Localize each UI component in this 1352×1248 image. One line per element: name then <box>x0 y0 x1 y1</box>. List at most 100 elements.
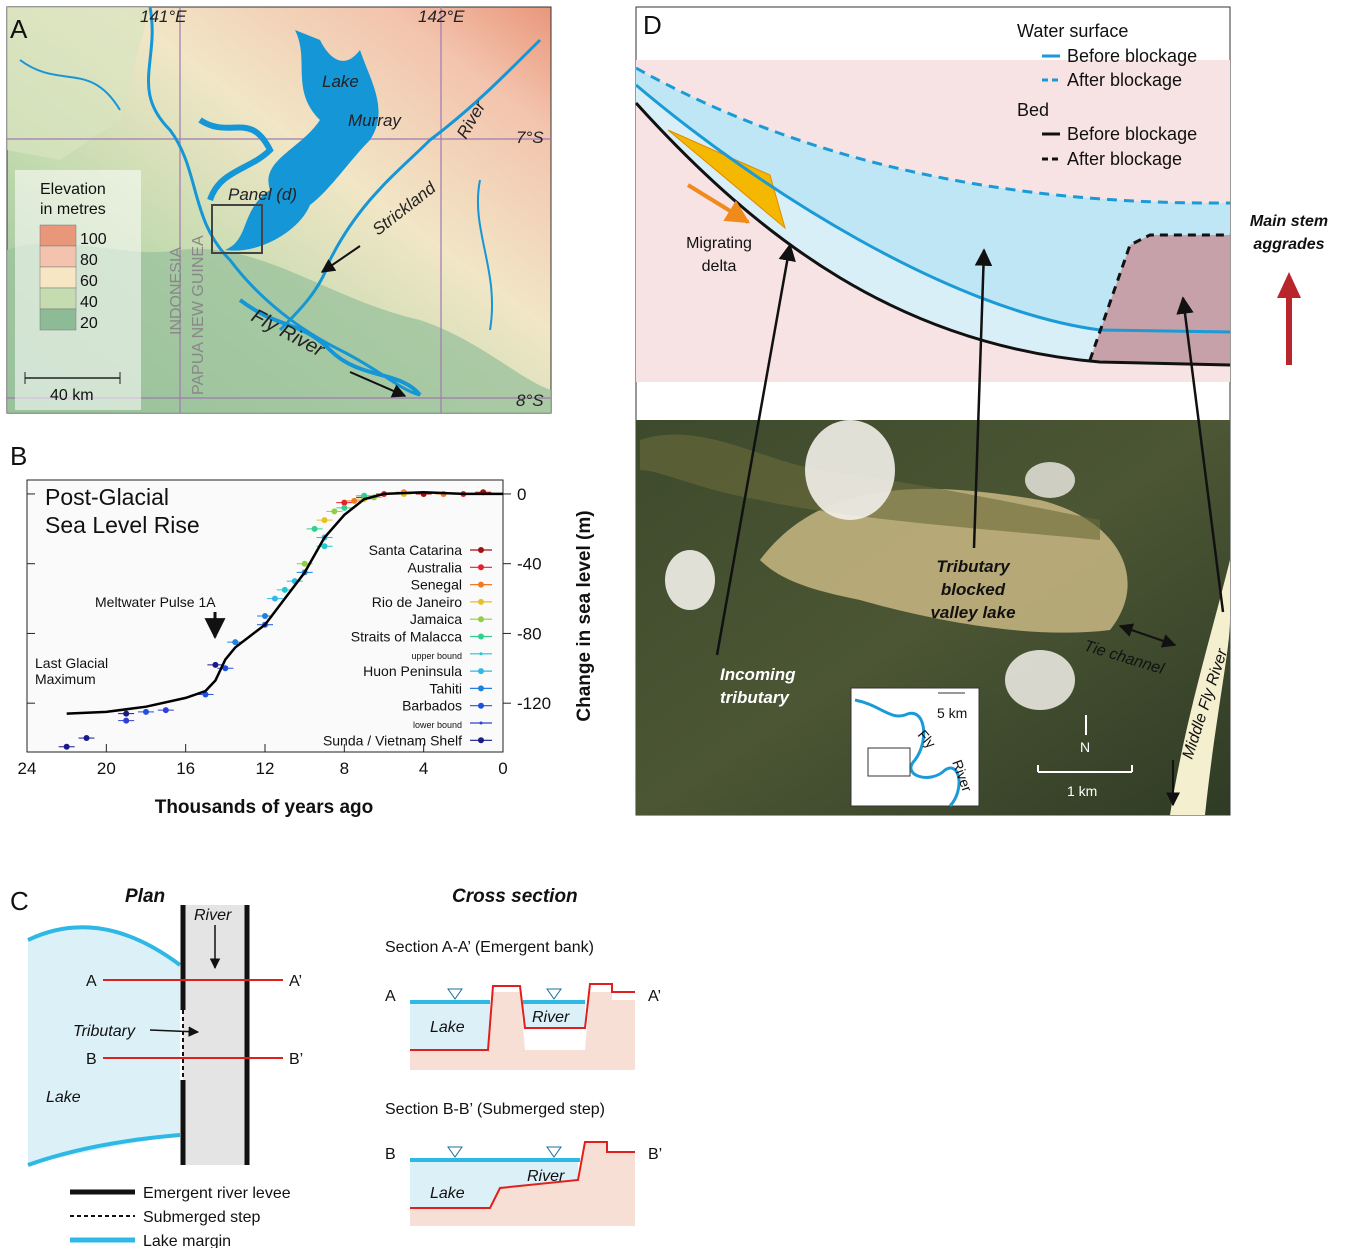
data-point <box>212 662 218 668</box>
data-point <box>232 639 238 645</box>
chart-title: Post-Glacial <box>45 484 169 510</box>
annotation: valley lake <box>930 603 1015 622</box>
place-label: Panel (d) <box>228 185 297 204</box>
x-tick-label: 24 <box>18 759 37 778</box>
x-axis-label: Thousands of years ago <box>155 797 374 818</box>
section-label: River <box>532 1009 570 1026</box>
lake-area <box>28 927 180 1165</box>
annotation: Maximum <box>35 671 96 687</box>
legend-key <box>478 564 484 570</box>
inset-scale-label: 5 km <box>937 705 967 721</box>
x-tick-label: 12 <box>256 759 275 778</box>
data-point <box>163 707 169 713</box>
x-tick-label: 4 <box>419 759 428 778</box>
data-point <box>331 508 337 514</box>
y-tick-label: 0 <box>517 485 526 504</box>
y-tick-label: -120 <box>517 694 551 713</box>
legend-label: Barbados <box>402 698 462 714</box>
water-symbol <box>547 989 561 999</box>
legend-label: Senegal <box>411 577 462 593</box>
legend-key <box>478 599 484 605</box>
panel-b: B Post-Glacial Sea Level Rise Thousands … <box>10 441 595 818</box>
data-point <box>64 744 70 750</box>
data-point <box>262 613 268 619</box>
data-point <box>143 709 149 715</box>
legend-label: Before blockage <box>1067 124 1197 144</box>
panel-label: D <box>643 10 662 40</box>
legend-key <box>478 547 484 553</box>
water-symbol <box>547 1147 561 1157</box>
legend-key <box>478 737 484 743</box>
legend-label: lower bound <box>413 720 462 730</box>
plan-label: Tributary <box>73 1023 136 1040</box>
legend-swatch <box>40 267 76 288</box>
water-symbol <box>448 989 462 999</box>
data-point <box>272 596 278 602</box>
data-point <box>322 543 328 549</box>
place-label: Murray <box>348 111 402 130</box>
legend-swatch <box>40 225 76 246</box>
section-label: Lake <box>430 1185 465 1202</box>
legend-key <box>478 634 484 640</box>
chart-title: Sea Level Rise <box>45 512 200 538</box>
country-label: PAPUA NEW GUINEA <box>190 235 207 395</box>
annotation: tributary <box>720 688 791 707</box>
lat-label: 8°S <box>516 391 544 410</box>
legend-label: Straits of Malacca <box>351 629 462 645</box>
cloud <box>1005 650 1075 710</box>
legend-heading: Bed <box>1017 100 1049 120</box>
data-point <box>123 711 129 717</box>
legend-label: After blockage <box>1067 70 1182 90</box>
legend-label: Lake margin <box>143 1233 231 1248</box>
panel-label: A <box>10 14 28 44</box>
plan-label: Lake <box>46 1089 81 1106</box>
legend-label: Sunda / Vietnam Shelf <box>323 732 462 748</box>
section-heading: Section A-A’ (Emergent bank) <box>385 939 594 956</box>
country-label: INDONESIA <box>168 247 185 335</box>
plan-label: B <box>86 1051 97 1068</box>
legend-key <box>478 616 484 622</box>
annotation: Incoming <box>720 665 796 684</box>
north-label: N <box>1080 739 1090 755</box>
legend-title: Elevation <box>40 181 106 198</box>
legend-label: Tahiti <box>429 680 462 696</box>
legend-label: 20 <box>80 315 98 332</box>
scale-label: 40 km <box>50 387 94 404</box>
legend-swatch <box>40 246 76 267</box>
legend-label: Santa Catarina <box>369 542 463 558</box>
scale-label: 1 km <box>1067 783 1097 799</box>
y-tick-label: -80 <box>517 624 542 643</box>
aggrade-arrow <box>1277 272 1301 298</box>
annotation: Last Glacial <box>35 655 108 671</box>
y-axis-label: Change in sea level (m) <box>574 510 595 721</box>
place-label: Lake <box>322 72 359 91</box>
legend-label: 100 <box>80 231 107 248</box>
panel-a: 10080604020 A 141°E 142°E 7°S 8°S Lake M… <box>7 7 551 413</box>
figure: 10080604020 A 141°E 142°E 7°S 8°S Lake M… <box>0 0 1352 1248</box>
water-symbol <box>448 1147 462 1157</box>
annotation: Main stem <box>1250 213 1328 230</box>
data-point <box>341 505 347 511</box>
section-label: A’ <box>648 988 661 1005</box>
data-point <box>84 735 90 741</box>
annotation: blocked <box>941 580 1006 599</box>
data-point <box>322 517 328 523</box>
section-label: B <box>385 1146 396 1163</box>
annotation: Migrating <box>686 235 752 252</box>
x-tick-label: 8 <box>340 759 349 778</box>
plan-label: A <box>86 973 97 990</box>
section-label: Lake <box>430 1019 465 1036</box>
section-title: Cross section <box>452 886 578 907</box>
legend-label: Australia <box>408 559 463 575</box>
panel-label: C <box>10 886 29 916</box>
legend-key <box>478 703 484 709</box>
panel-d: D Water surface Before blockage After bl… <box>636 7 1328 815</box>
legend-label: Submerged step <box>143 1209 261 1226</box>
plan-label: A’ <box>289 973 302 990</box>
plan-title: Plan <box>125 886 165 907</box>
lat-label: 7°S <box>516 128 544 147</box>
legend-key <box>478 668 484 674</box>
data-point <box>282 587 288 593</box>
data-point <box>312 526 318 532</box>
x-tick-label: 20 <box>97 759 116 778</box>
